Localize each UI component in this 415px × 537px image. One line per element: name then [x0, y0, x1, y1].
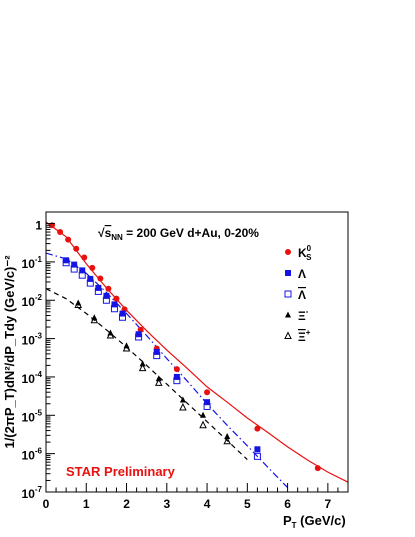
data-point — [314, 465, 321, 472]
fit-curve-solid — [45, 221, 349, 483]
data-point — [203, 402, 211, 410]
data-point — [179, 402, 187, 411]
y-axis-ticks: 1 10-1 10-2 10-3 10-4 10-5 10-6 10-7 — [22, 211, 55, 501]
y-tick-label: 10-5 — [22, 408, 43, 424]
data-point — [94, 287, 102, 295]
x-tick-label: 1 — [83, 497, 90, 511]
x-tick-label: 0 — [43, 497, 50, 511]
legend-label: Ξ+ — [298, 328, 311, 344]
data-point — [199, 420, 207, 429]
data-point — [155, 375, 162, 382]
data-point — [173, 377, 181, 385]
data-point — [204, 389, 211, 396]
data-point — [106, 330, 115, 339]
y-tick-label: 10-4 — [22, 370, 43, 386]
data-point — [71, 261, 78, 268]
x-axis-ticks: 0 1 2 3 4 5 6 7 — [43, 483, 349, 511]
data-point — [87, 275, 94, 282]
data-point — [154, 378, 163, 386]
data-point — [179, 396, 186, 403]
data-point — [113, 295, 120, 302]
fit-curve-dashdot — [45, 252, 289, 489]
data-point — [74, 300, 83, 309]
data-point — [153, 352, 161, 360]
data-point — [254, 446, 261, 453]
data-point — [122, 343, 131, 352]
data-point — [57, 229, 64, 236]
data-point — [173, 366, 180, 373]
data-point — [253, 452, 261, 460]
fit-curve-dashed — [45, 288, 248, 461]
x-tick-label: 7 — [325, 497, 332, 511]
x-tick-label: 5 — [244, 497, 251, 511]
legend-marker — [285, 249, 291, 255]
x-axis-label: PT (GeV/c) — [283, 513, 346, 530]
data-point — [119, 310, 126, 317]
legend-marker — [285, 311, 291, 318]
data-point — [95, 284, 102, 291]
data-point — [90, 315, 99, 324]
legend-marker — [284, 290, 292, 298]
y-tick-label: 10-6 — [22, 447, 43, 463]
data-point — [62, 259, 70, 267]
data-point — [103, 292, 110, 299]
y-tick-label: 10-1 — [22, 255, 43, 271]
legend-marker — [285, 270, 291, 276]
y-tick-label: 1 — [35, 219, 42, 233]
y-tick-label: 10-2 — [22, 293, 43, 309]
y-tick-label: 10-7 — [22, 485, 43, 501]
data-point — [223, 436, 232, 445]
data-point — [86, 279, 94, 287]
data-point — [119, 313, 127, 321]
data-point — [63, 257, 70, 264]
data-point — [173, 373, 180, 380]
data-point — [139, 360, 146, 367]
data-point — [138, 363, 147, 372]
legend-label: K0 S — [298, 244, 312, 262]
star-preliminary-label: STAR Preliminary — [66, 464, 176, 479]
legend-label: Λ — [298, 288, 306, 302]
data-point — [89, 264, 96, 271]
legend-label: Ξ- — [298, 307, 309, 323]
legend: K0 S ΛΛ Ξ- Ξ+ — [284, 244, 312, 344]
data-point — [70, 265, 78, 273]
data-point — [81, 254, 88, 261]
data-point — [153, 348, 160, 355]
legend-marker — [284, 331, 292, 339]
x-tick-label: 3 — [163, 497, 170, 511]
data-point — [65, 236, 72, 243]
x-tick-label: 6 — [284, 497, 291, 511]
data-point — [102, 296, 110, 304]
data-point — [254, 425, 261, 432]
energy-annotation: √sNN = 200 GeV d+Au, 0-20% — [98, 226, 259, 242]
data-point — [105, 285, 112, 292]
fit-curves — [45, 221, 349, 489]
data-point — [110, 305, 118, 313]
data-point — [111, 301, 118, 308]
x-tick-label: 4 — [204, 497, 211, 511]
data-point — [73, 245, 80, 252]
data-point — [78, 271, 86, 279]
y-tick-label: 10-3 — [22, 332, 43, 348]
x-tick-label: 2 — [123, 497, 130, 511]
data-point — [135, 333, 143, 341]
data-point — [224, 433, 231, 440]
data-markers — [49, 222, 321, 472]
data-point — [204, 399, 211, 406]
data-point — [200, 411, 207, 418]
y-axis-label: 1/(2πP_T)dN²/dP_Tdy (GeV/c)⁻² — [2, 255, 17, 449]
data-point — [97, 275, 104, 282]
legend-label: Λ — [298, 267, 306, 281]
data-point — [79, 267, 86, 274]
